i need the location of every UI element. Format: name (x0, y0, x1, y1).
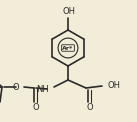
Text: O: O (32, 103, 39, 112)
Text: Ar*: Ar* (62, 46, 74, 51)
Text: NH: NH (36, 85, 49, 93)
Text: OH: OH (62, 7, 75, 16)
Text: O: O (86, 103, 93, 112)
Text: O: O (12, 82, 19, 92)
Text: OH: OH (108, 81, 121, 91)
